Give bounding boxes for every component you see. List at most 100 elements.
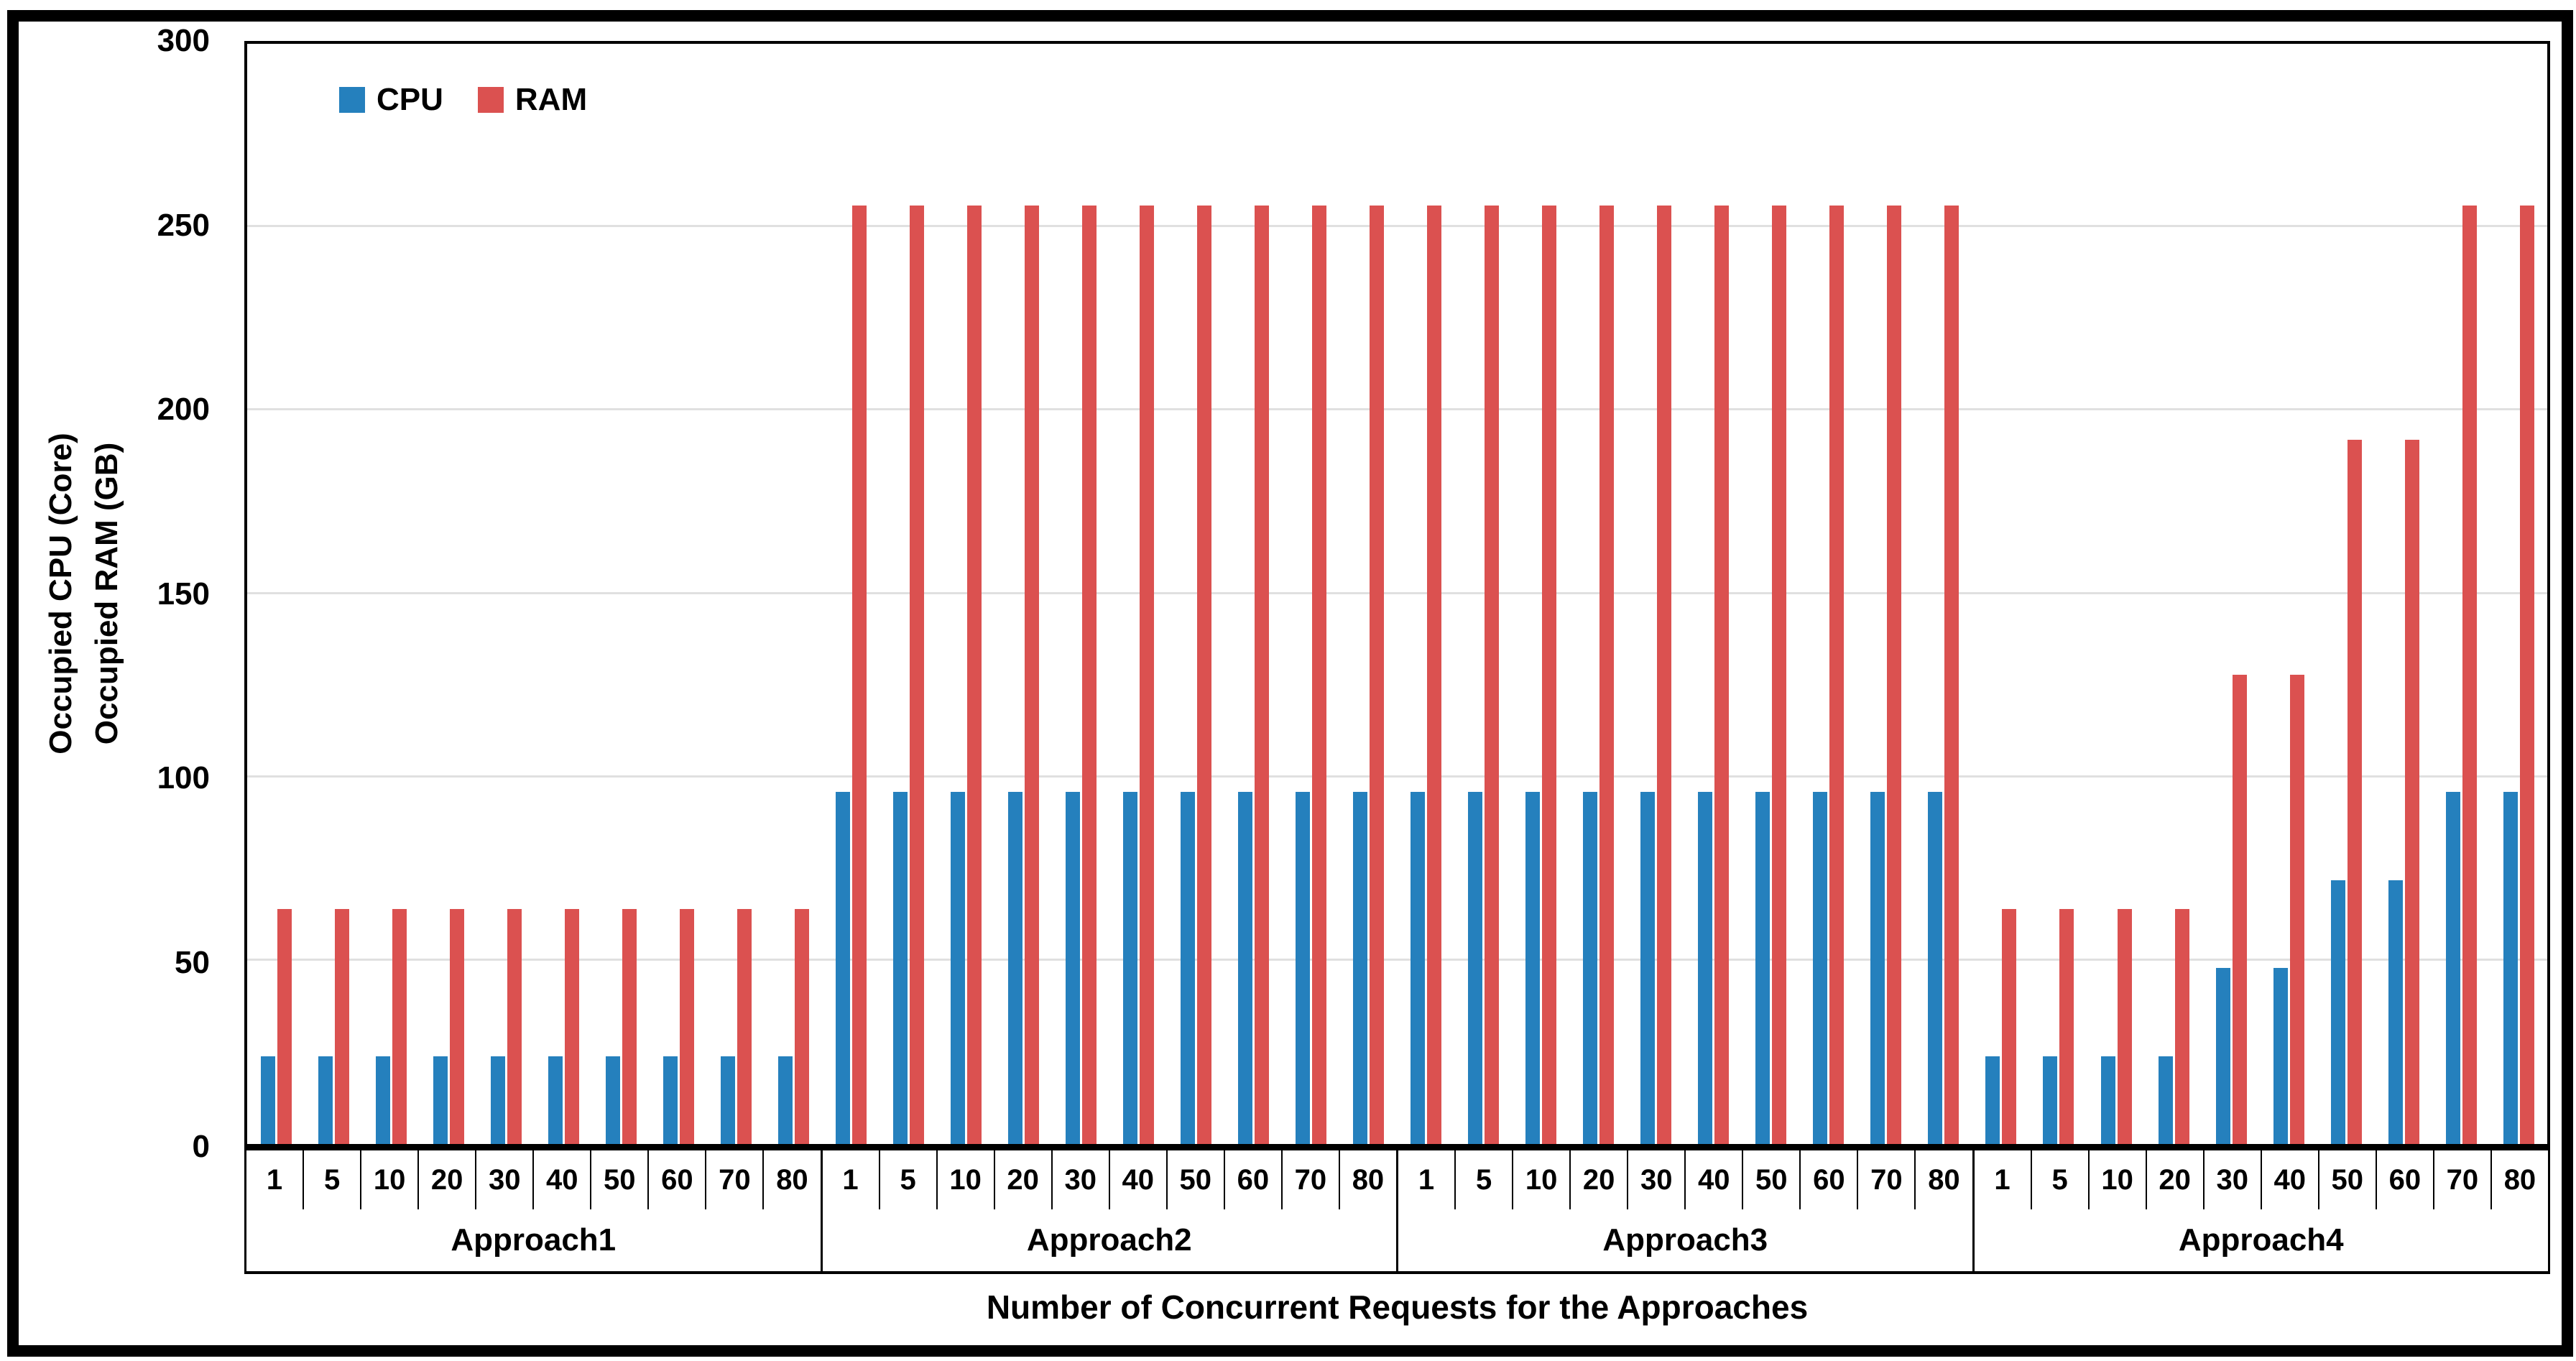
legend-label: RAM bbox=[514, 82, 588, 117]
bar-cell bbox=[1398, 44, 1455, 1144]
bar-cpu bbox=[1065, 792, 1080, 1144]
bar-cpu bbox=[2158, 1056, 2173, 1144]
bar-cell bbox=[2490, 44, 2547, 1144]
x-tick-label: 30 bbox=[2205, 1150, 2262, 1209]
bar-cpu bbox=[1353, 792, 1368, 1144]
bar-cpu bbox=[318, 1056, 333, 1144]
bar-cpu bbox=[1755, 792, 1771, 1144]
x-tick-label: 10 bbox=[1513, 1150, 1571, 1209]
x-tick-label: 50 bbox=[2319, 1150, 2377, 1209]
bar-ram bbox=[1829, 205, 1845, 1144]
bar-cpu bbox=[260, 1056, 275, 1144]
bar-cpu bbox=[490, 1056, 505, 1144]
category-label-row: 1 5 10 20 30 40 50 60 70 80 bbox=[246, 1150, 821, 1209]
y-tick-label: 0 bbox=[192, 1129, 210, 1164]
x-tick-label: 50 bbox=[1743, 1150, 1801, 1209]
x-tick-label: 40 bbox=[1110, 1150, 1168, 1209]
bar-cpu bbox=[1870, 792, 1885, 1144]
bar-cell bbox=[1513, 44, 1570, 1144]
bar-ram bbox=[2404, 440, 2419, 1144]
x-tick-label: 50 bbox=[1168, 1150, 1225, 1209]
bar-ram bbox=[564, 909, 579, 1144]
bar-ram bbox=[1197, 205, 1212, 1144]
bar-cell bbox=[2087, 44, 2145, 1144]
bar-ram bbox=[794, 909, 809, 1144]
bar-cell bbox=[1857, 44, 1915, 1144]
x-tick-label: 80 bbox=[1352, 1163, 1385, 1196]
bar-cpu bbox=[1411, 792, 1426, 1144]
y-tick-label: 300 bbox=[157, 23, 210, 58]
bar-cell bbox=[994, 44, 1052, 1144]
y-tick-label: 50 bbox=[175, 944, 210, 980]
group-label: Approach3 bbox=[1602, 1222, 1768, 1258]
bar-ram bbox=[2347, 440, 2362, 1144]
bar-cpu bbox=[433, 1056, 448, 1144]
bar-ram bbox=[2059, 909, 2074, 1144]
x-tick-label: 30 bbox=[476, 1150, 535, 1209]
bar-cell bbox=[880, 44, 937, 1144]
bar-ram bbox=[2002, 909, 2017, 1144]
bar-cpu bbox=[1640, 792, 1656, 1144]
bar-cpu bbox=[2273, 968, 2288, 1144]
bar-cell bbox=[1915, 44, 1972, 1144]
plot-area: CPU RAM bbox=[244, 41, 2550, 1147]
bar-cell bbox=[477, 44, 535, 1144]
bar-cell bbox=[592, 44, 650, 1144]
bar-ram bbox=[1485, 205, 1500, 1144]
bar-cpu bbox=[2388, 880, 2403, 1144]
bar-cpu bbox=[375, 1056, 390, 1144]
bar-cell bbox=[2260, 44, 2317, 1144]
bar-ram bbox=[1542, 205, 1557, 1144]
bar-cpu bbox=[1698, 792, 1713, 1144]
bar-cpu bbox=[777, 1056, 793, 1144]
category-label-row: 1 5 10 20 30 40 50 60 70 80 bbox=[1398, 1150, 1972, 1209]
gridline bbox=[247, 591, 2547, 594]
group-label: Approach4 bbox=[2178, 1222, 2344, 1258]
bar-ram bbox=[2519, 205, 2534, 1144]
bar-cell bbox=[1972, 44, 2030, 1144]
bar-ram bbox=[449, 909, 464, 1144]
bar-cell bbox=[1685, 44, 1742, 1144]
bar-cell bbox=[247, 44, 305, 1144]
bar-cpu bbox=[1181, 792, 1196, 1144]
bar-ram bbox=[2232, 674, 2247, 1144]
bar-cell bbox=[1052, 44, 1109, 1144]
category-label-row: 1 5 10 20 30 40 50 60 70 80 bbox=[823, 1150, 1397, 1209]
x-tick-label: 20 bbox=[995, 1150, 1053, 1209]
x-axis-label-table: 1 5 10 20 30 40 50 60 70 80 Approach1 1 5 10 20 30 40 50 6… bbox=[244, 1147, 2550, 1274]
bar-ram bbox=[909, 205, 924, 1144]
bar-cell bbox=[1455, 44, 1513, 1144]
x-tick-label: 40 bbox=[1686, 1150, 1744, 1209]
bar-cell bbox=[2317, 44, 2375, 1144]
bar-ram bbox=[1427, 205, 1442, 1144]
bar-cpu bbox=[1583, 792, 1598, 1144]
x-tick-label: 40 bbox=[2262, 1150, 2319, 1209]
bar-ram bbox=[622, 909, 637, 1144]
bar-cell bbox=[1168, 44, 1225, 1144]
bars-container bbox=[247, 44, 2547, 1144]
legend-swatch bbox=[477, 87, 504, 113]
bar-cpu bbox=[1238, 792, 1253, 1144]
x-tick-label: 70 bbox=[2434, 1150, 2492, 1209]
x-tick-label: 5 bbox=[304, 1150, 362, 1209]
x-tick-label: 20 bbox=[419, 1150, 477, 1209]
bar-cell bbox=[535, 44, 592, 1144]
x-tick-label: 60 bbox=[649, 1150, 707, 1209]
category-label-row: 1 5 10 20 30 40 50 60 70 80 bbox=[1975, 1150, 2549, 1209]
bar-cpu bbox=[663, 1056, 678, 1144]
bar-ram bbox=[1657, 205, 1672, 1144]
x-tick-label: 80 bbox=[1928, 1163, 1960, 1196]
bar-cell bbox=[1225, 44, 1283, 1144]
x-tick-label: 70 bbox=[1283, 1150, 1340, 1209]
legend: CPU RAM bbox=[339, 84, 587, 116]
bar-cell bbox=[1800, 44, 1857, 1144]
bar-cell bbox=[2030, 44, 2087, 1144]
bar-cell bbox=[765, 44, 822, 1144]
bar-ram bbox=[851, 205, 867, 1144]
y-tick-label: 100 bbox=[157, 760, 210, 795]
bar-ram bbox=[966, 205, 982, 1144]
bar-ram bbox=[679, 909, 694, 1144]
bar-cell bbox=[1340, 44, 1398, 1144]
bar-cpu bbox=[2215, 968, 2230, 1144]
bar-cpu bbox=[720, 1056, 735, 1144]
